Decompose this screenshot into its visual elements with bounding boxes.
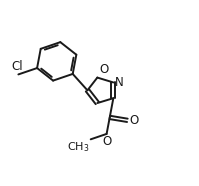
Text: O: O — [129, 114, 139, 127]
Text: CH$_3$: CH$_3$ — [67, 140, 90, 154]
Text: N: N — [115, 76, 124, 89]
Text: Cl: Cl — [12, 60, 23, 73]
Text: O: O — [99, 63, 108, 76]
Text: O: O — [102, 135, 111, 148]
